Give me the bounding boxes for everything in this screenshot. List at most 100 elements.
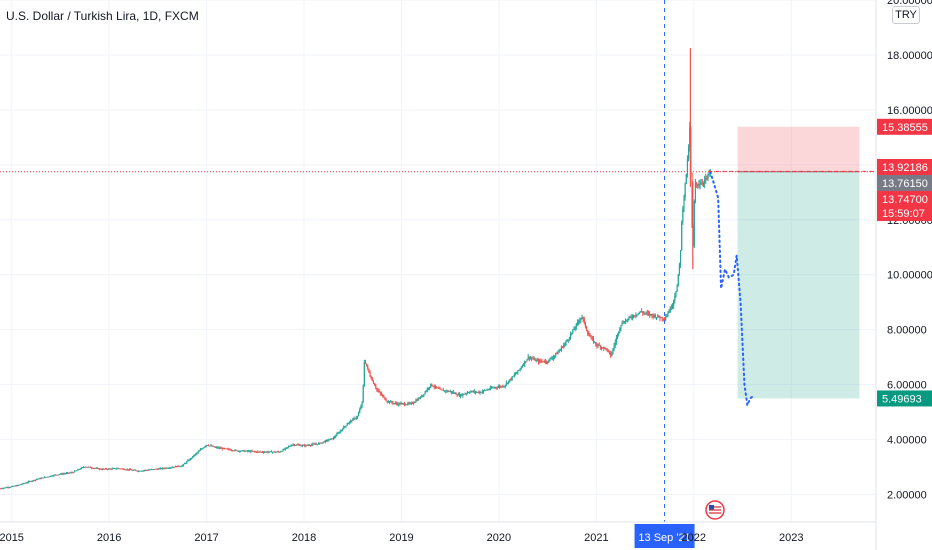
candle-body [614, 342, 616, 346]
candle-body [329, 438, 331, 440]
candle-body [385, 399, 387, 402]
candle-body [133, 469, 135, 471]
candle-body [379, 391, 381, 394]
candle-body [502, 386, 504, 387]
candle-body [458, 394, 461, 397]
currency-label[interactable]: TRY [892, 6, 920, 24]
candle-body [50, 475, 53, 477]
candle-body [686, 159, 689, 174]
candle-body [579, 320, 581, 322]
candle-body [270, 451, 273, 453]
candle-body [503, 386, 505, 388]
flag-icon[interactable] [705, 500, 725, 520]
candle-body [539, 360, 541, 363]
candle-body [344, 426, 346, 428]
candle-body [647, 313, 650, 314]
candle-body [312, 443, 314, 445]
candle-body [516, 372, 518, 374]
candle-body [608, 351, 611, 353]
candle-body [290, 445, 292, 447]
candle-body [441, 389, 443, 391]
candle-body [400, 403, 402, 405]
candle-body [240, 451, 242, 452]
candle-body [222, 448, 225, 449]
candle-body [266, 451, 268, 453]
candle-body [37, 479, 39, 480]
candle-body [215, 447, 218, 449]
candle-body [203, 447, 205, 449]
candle-body [124, 469, 126, 471]
candle-body [258, 451, 260, 453]
candle-body [555, 353, 557, 356]
candle-body [684, 182, 686, 197]
candle-body [9, 487, 11, 488]
x-tick-label: 2021 [584, 532, 608, 544]
x-tick-label: 2017 [194, 532, 218, 544]
candle-body [687, 147, 690, 160]
candle-body [654, 315, 656, 318]
candle-body [653, 315, 655, 317]
price-axis[interactable]: 2.000004.000006.000008.0000010.0000012.0… [875, 0, 932, 550]
candle-body [186, 461, 188, 464]
candle-body [634, 315, 636, 317]
time-axis[interactable]: 2015 2016 2017 2018 2019 2020 2021 2022 2023 [0, 521, 876, 544]
candle-body [380, 393, 383, 396]
candle-body [359, 409, 361, 413]
candle-body [92, 468, 94, 469]
candle-body [171, 467, 173, 469]
candle-body [596, 344, 598, 346]
candle-body [645, 312, 647, 314]
candle-body [592, 338, 595, 343]
candle-body [165, 467, 167, 469]
candle-body [41, 477, 43, 479]
candle-body [331, 438, 333, 440]
short-position-tool[interactable] [737, 126, 860, 399]
candle-body [304, 445, 306, 447]
candle-body [144, 470, 147, 471]
candle-body [446, 390, 448, 392]
candle-body [336, 433, 338, 437]
candle-body [125, 469, 127, 471]
candle-body [79, 468, 81, 470]
candle-body [542, 361, 544, 363]
candle-body [370, 376, 372, 380]
candle-body [294, 445, 297, 446]
candle-body [431, 383, 433, 386]
candle-body [20, 484, 22, 486]
candle-body [281, 451, 283, 453]
candle-body [435, 386, 438, 388]
candle-body [691, 172, 693, 228]
candle-body [667, 312, 669, 316]
candle-body [668, 311, 670, 313]
candle-body [273, 451, 275, 453]
candle-body [390, 401, 392, 403]
candle-body [674, 296, 676, 301]
candle-body [669, 307, 671, 312]
candle-body [395, 403, 398, 404]
candle-body [100, 468, 102, 470]
candle-body [603, 347, 605, 349]
candle-body [267, 451, 269, 453]
candle-body [547, 362, 549, 363]
candle-body [195, 453, 197, 455]
candle-body [107, 469, 109, 470]
candle-body [678, 264, 681, 275]
candle-body [497, 386, 499, 388]
candle-body [289, 446, 291, 447]
candle-body [159, 468, 162, 470]
candle-body [356, 416, 359, 418]
candle-body [481, 391, 483, 393]
candle-body [351, 420, 353, 422]
candle-body [23, 483, 25, 485]
candle-body [303, 445, 305, 446]
candle-body [97, 468, 100, 470]
candle-body [103, 468, 105, 470]
candle-body [33, 480, 35, 481]
candle-body [422, 394, 424, 397]
candle-body [244, 451, 246, 452]
candle-body [323, 441, 325, 443]
candle-body [586, 327, 588, 331]
candle-body [414, 402, 416, 403]
